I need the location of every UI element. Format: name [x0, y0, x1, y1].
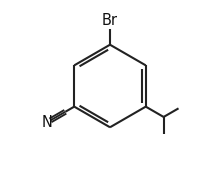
Text: N: N: [41, 115, 52, 130]
Text: Br: Br: [102, 13, 118, 28]
